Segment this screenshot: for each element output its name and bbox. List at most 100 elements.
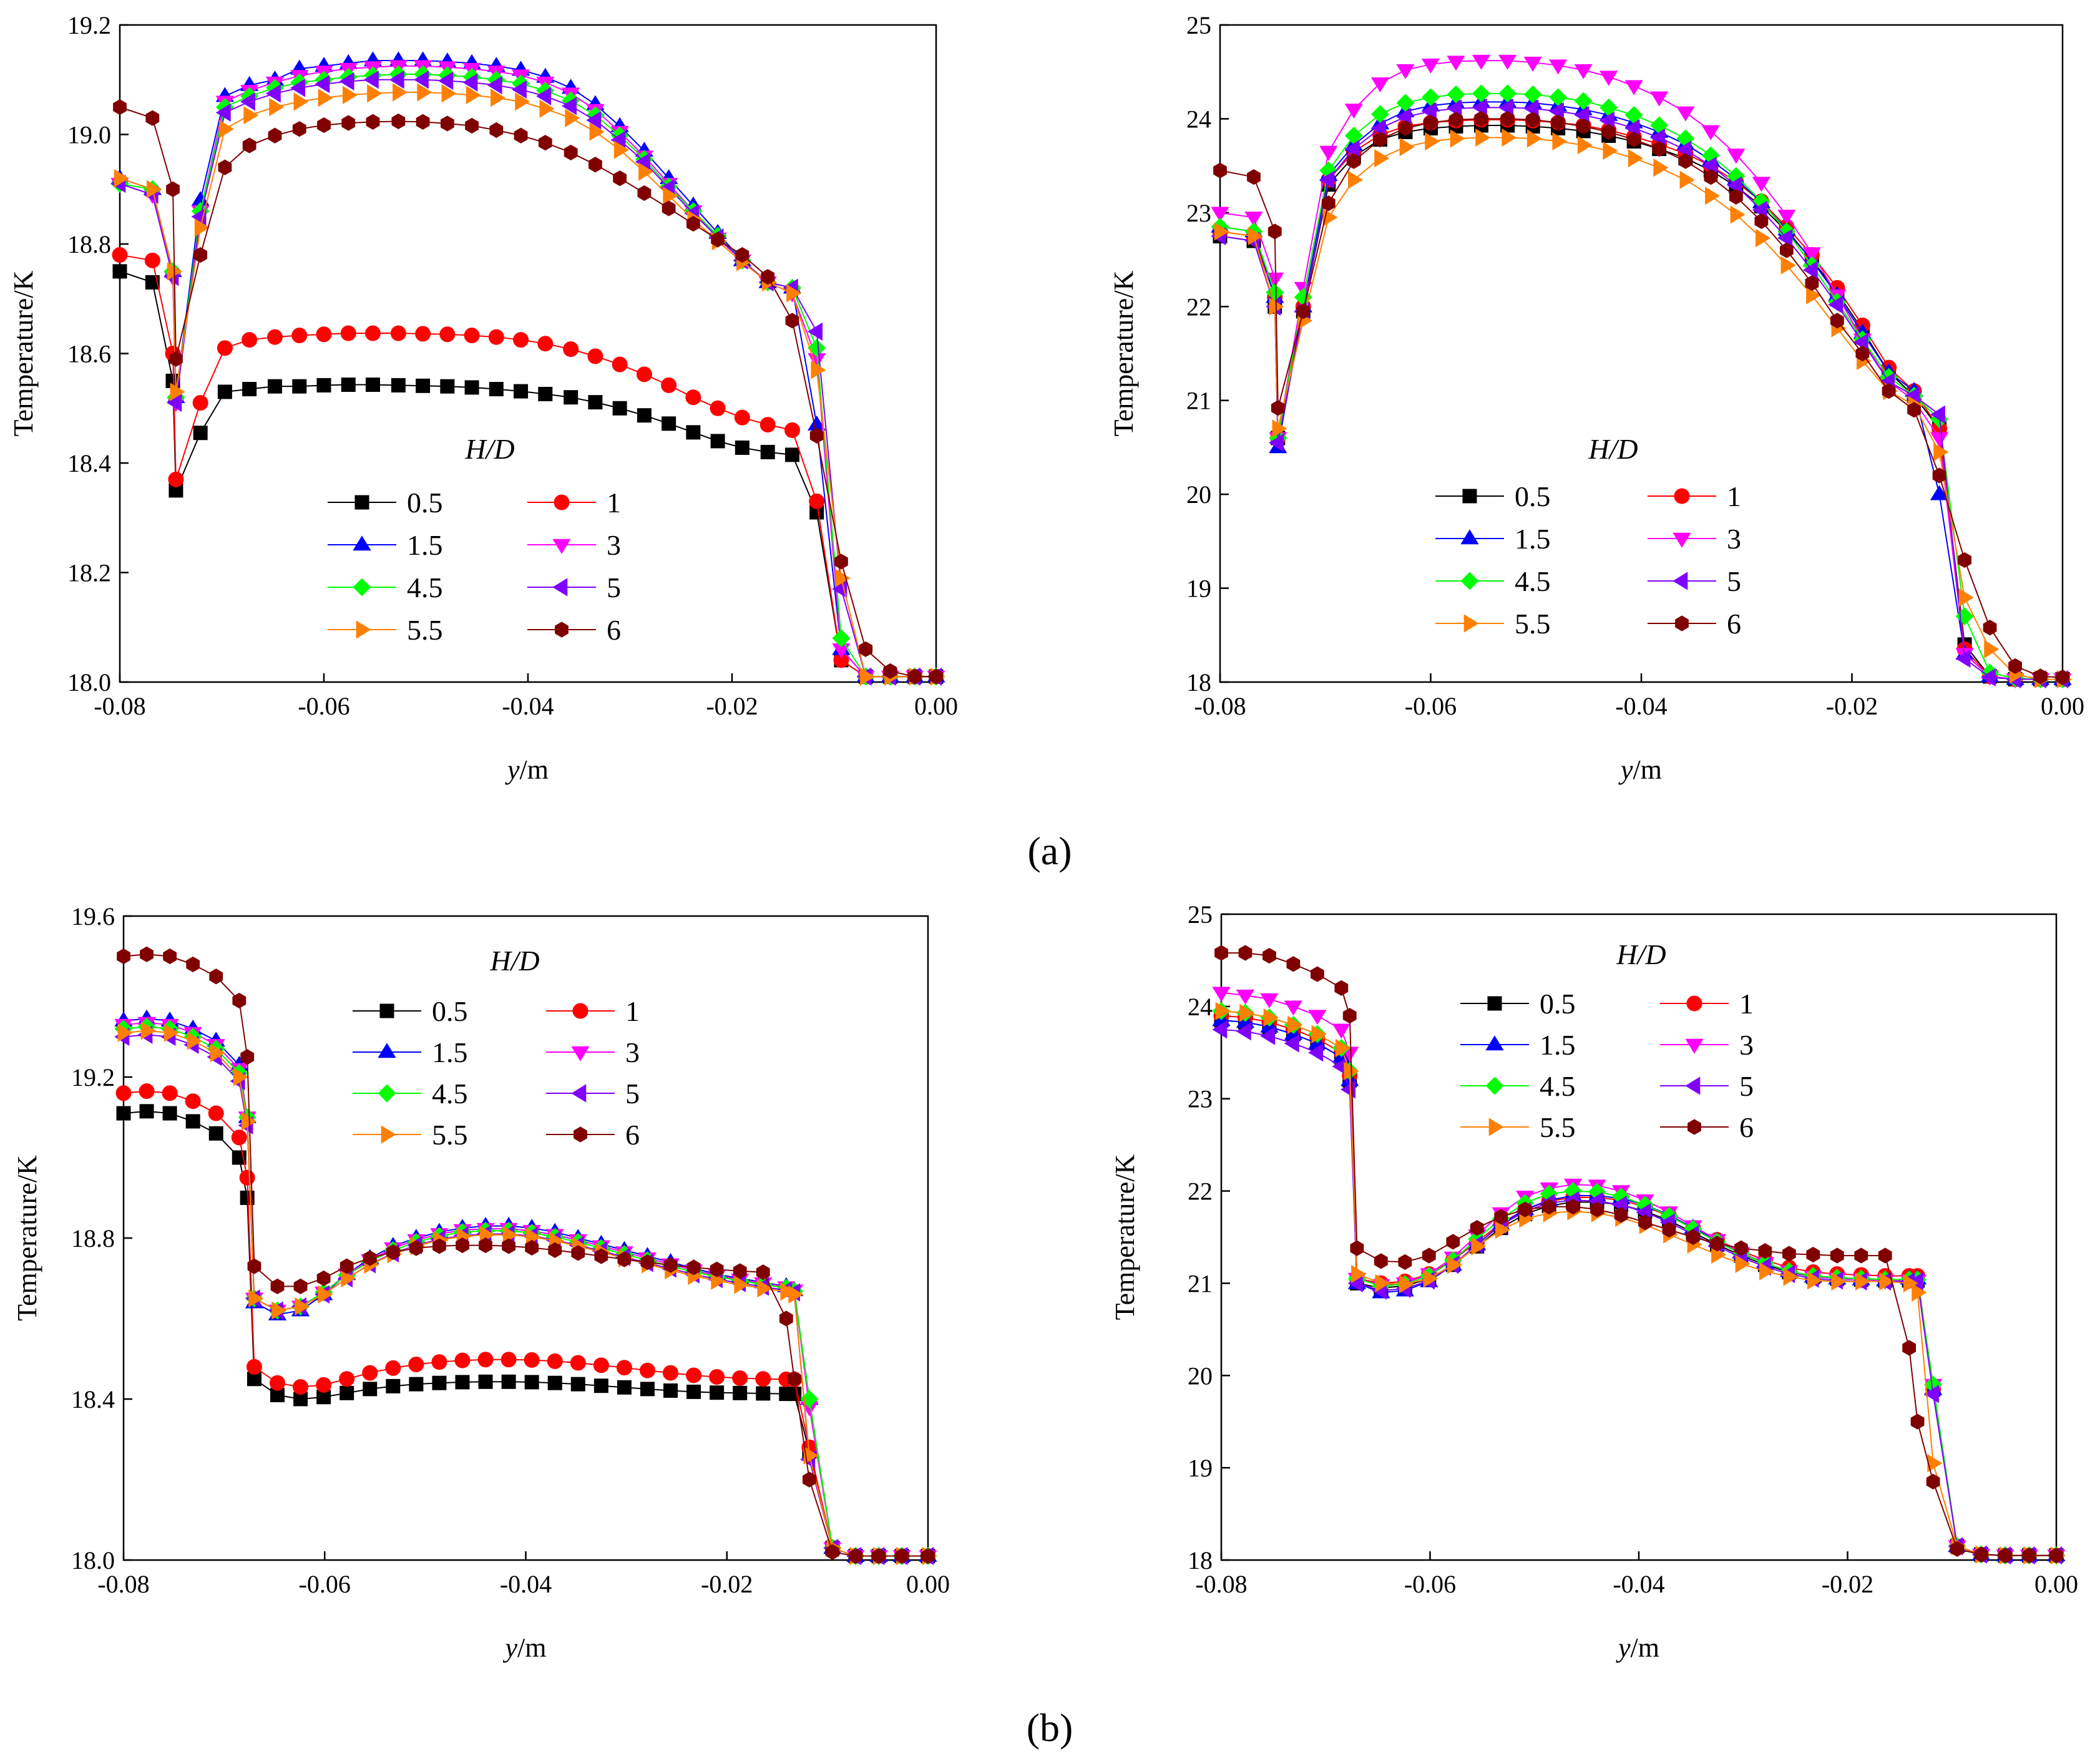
series-1.5 (1211, 92, 2072, 685)
y-tick-label: 24 (1186, 105, 1211, 133)
series-0.5 (116, 1104, 935, 1564)
data-point (1375, 1274, 1390, 1293)
data-point (215, 103, 231, 122)
data-point (1549, 88, 1568, 107)
data-point (1807, 1271, 1823, 1290)
data-point (1679, 170, 1695, 189)
data-point (290, 79, 306, 97)
data-point (786, 284, 802, 303)
data-point (416, 114, 430, 130)
series-3 (1211, 54, 2072, 689)
data-point (1590, 1201, 1604, 1217)
data-point (561, 97, 577, 115)
legend-item: 5 (527, 572, 621, 603)
data-point (1248, 227, 1263, 246)
data-point (292, 379, 307, 394)
legend-title: H/D (1616, 939, 1666, 970)
data-point (1802, 260, 1818, 280)
series-line (1219, 124, 2063, 680)
data-point (1930, 485, 1949, 500)
data-point (1552, 132, 1568, 151)
data-point (733, 1385, 748, 1400)
data-point (1777, 228, 1793, 248)
data-point (116, 1106, 131, 1121)
data-point (162, 1106, 177, 1121)
series-5 (1211, 98, 2069, 689)
data-point (1574, 92, 1593, 110)
legend-item: 1.5 (1460, 1029, 1576, 1061)
legend-label: 5 (625, 1078, 640, 1110)
data-point (1704, 169, 1718, 185)
data-point (735, 246, 750, 263)
data-point (440, 379, 455, 394)
data-point (1373, 131, 1387, 148)
data-point (826, 1544, 839, 1560)
y-axis-title: Temperature/K (1108, 270, 1139, 436)
data-point (1344, 127, 1363, 145)
data-point (513, 332, 529, 348)
data-point (317, 117, 331, 134)
data-point (711, 232, 725, 248)
data-point (1374, 1253, 1388, 1269)
data-point (340, 325, 356, 341)
data-point (663, 1257, 678, 1273)
data-point (316, 378, 331, 393)
data-point (2008, 658, 2022, 675)
data-point (588, 395, 603, 410)
series-line (1219, 107, 2063, 680)
data-point (1502, 128, 1517, 147)
data-point (438, 71, 454, 90)
data-point (502, 1238, 516, 1254)
data-point (440, 115, 454, 132)
legend-marker (1685, 1038, 1704, 1054)
y-axis-title: Temperature/K (1110, 1154, 1140, 1320)
data-point (167, 393, 182, 412)
data-point (564, 144, 578, 161)
data-point (686, 425, 701, 440)
data-point (1526, 129, 1542, 148)
data-point (1214, 222, 1229, 241)
legend-item: 1 (546, 995, 640, 1027)
series-6 (113, 99, 943, 685)
legend-item: 1.5 (328, 529, 443, 561)
data-point (538, 135, 552, 151)
data-point (239, 1169, 255, 1186)
legend-marker (1485, 1035, 1504, 1051)
data-point (1802, 247, 1822, 263)
data-point (756, 1386, 771, 1401)
data-point (1879, 1272, 1895, 1291)
data-point (466, 85, 481, 104)
data-point (663, 187, 678, 205)
legend-marker (1488, 1118, 1504, 1136)
legend-label: 6 (1727, 608, 1741, 640)
data-point (883, 663, 897, 680)
legend-marker (354, 495, 369, 510)
data-point (1475, 128, 1491, 147)
data-point (859, 667, 875, 686)
data-point (755, 1371, 771, 1387)
legend-label: 5 (607, 572, 621, 603)
data-point (571, 1245, 585, 1261)
legend-marker (552, 578, 568, 597)
data-point (640, 1254, 655, 1271)
data-point (144, 252, 160, 268)
data-point (587, 348, 603, 364)
data-point (232, 992, 247, 1009)
data-point (859, 641, 873, 657)
data-point (441, 84, 457, 103)
data-point (194, 218, 210, 237)
y-tick-label: 24 (1188, 993, 1213, 1021)
data-point (240, 1049, 255, 1065)
data-point (162, 1085, 178, 1101)
data-point (1424, 114, 1438, 131)
data-point (391, 113, 406, 130)
data-point (1542, 1199, 1556, 1215)
y-tick-label: 18.6 (67, 340, 111, 368)
data-point (455, 1375, 470, 1390)
data-point (145, 110, 160, 126)
legend-marker (574, 1126, 587, 1143)
data-point (835, 568, 851, 587)
legend-item: 1 (527, 487, 621, 519)
legend-item: 5.5 (1460, 1111, 1576, 1143)
legend-label: 6 (625, 1119, 640, 1151)
